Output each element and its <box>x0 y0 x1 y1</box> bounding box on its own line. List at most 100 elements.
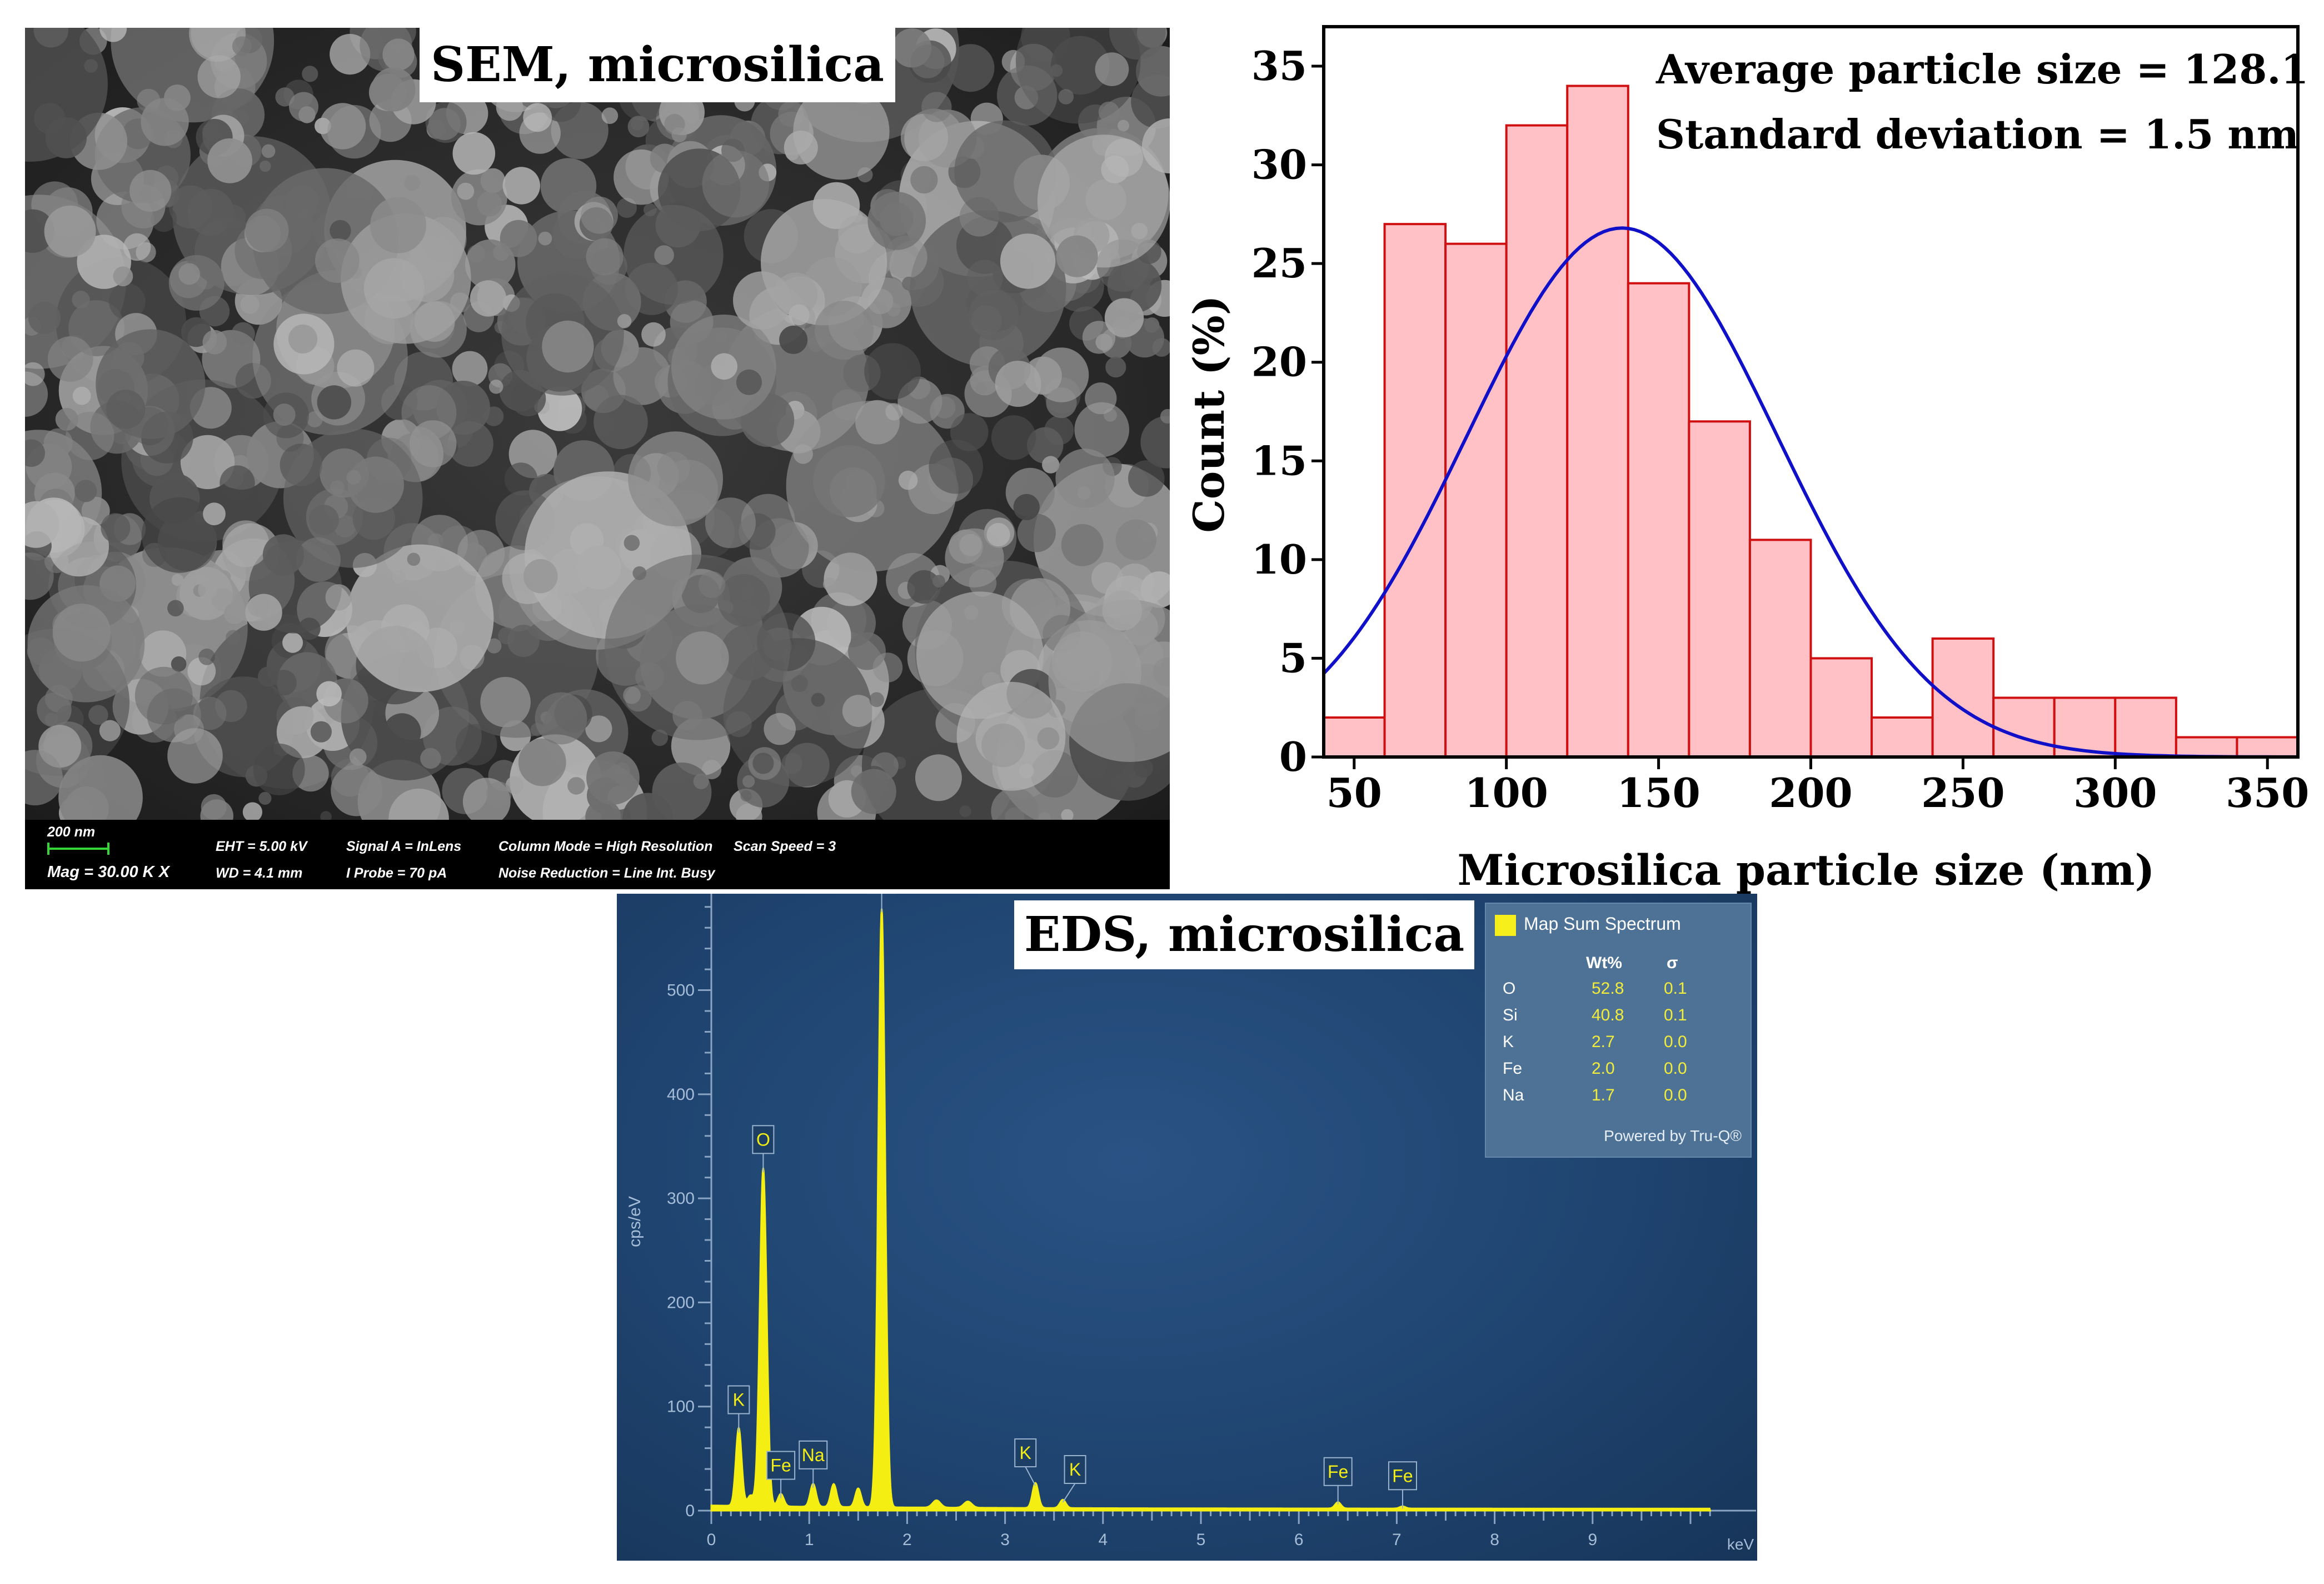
particle-blob <box>223 602 246 625</box>
particle-blob <box>864 343 921 400</box>
particle-blob <box>383 713 421 751</box>
particle-blob <box>245 208 289 252</box>
particle-blob <box>74 480 97 502</box>
particle-blob <box>245 594 282 631</box>
particle-blob <box>171 574 184 586</box>
particle-blob <box>58 755 143 820</box>
particle-blob <box>763 631 792 661</box>
particle-blob <box>325 584 352 611</box>
peak-label-box <box>752 1125 775 1154</box>
particle-blob <box>189 28 246 62</box>
histogram-bar <box>1688 420 1751 758</box>
particle-blob <box>289 92 318 122</box>
x-tick-label: 50 <box>1326 769 1382 816</box>
particle-blob <box>261 144 276 158</box>
weight-percent: 1.7 <box>1592 1086 1615 1104</box>
particle-blob <box>302 66 318 82</box>
sem-panel: SEM, microsilica 200 nm Mag = 30.00 K X … <box>25 28 1170 889</box>
normal-fit-curve <box>1322 226 2298 759</box>
particle-blob <box>991 788 1039 820</box>
sem-label: SEM, microsilica <box>420 28 895 102</box>
particle-blob <box>178 263 200 285</box>
particle-blob <box>698 571 725 598</box>
peak-label-box <box>1323 1457 1353 1486</box>
particle-blob <box>885 403 903 421</box>
particle-blob <box>502 167 540 205</box>
sigma-value: 0.1 <box>1664 1006 1687 1024</box>
particle-blob <box>262 534 305 576</box>
particle-blob <box>275 87 295 107</box>
element-symbol: Fe <box>1503 1059 1523 1078</box>
particle-blob <box>929 439 983 494</box>
particle-blob <box>207 138 252 183</box>
average-size-annotation: Average particle size = 128.1 nm <box>1655 46 2324 93</box>
particle-blob <box>902 276 916 291</box>
histogram-bar <box>1931 637 1995 759</box>
particle-blob <box>869 692 884 708</box>
particle-blob <box>258 791 272 805</box>
particle-blob <box>174 714 204 745</box>
eds-x-tick-label: 8 <box>1490 1531 1499 1549</box>
particle-blob <box>263 392 309 439</box>
peak-label-box <box>766 1451 796 1480</box>
particle-blob <box>956 681 1066 791</box>
particle-blob <box>197 55 241 98</box>
particle-blob <box>995 361 1041 407</box>
eds-x-tick-label: 2 <box>902 1531 912 1549</box>
histogram-bar <box>2175 736 2238 758</box>
eds-y-tick-label: 300 <box>667 1189 695 1208</box>
histogram-bar <box>1992 696 2056 759</box>
particle-blob <box>617 314 632 328</box>
particle-blob <box>581 196 618 234</box>
particle-blob <box>198 580 217 600</box>
scale-bar <box>47 843 109 855</box>
eds-x-tick-label: 1 <box>805 1531 814 1549</box>
scale-bar-label: 200 nm <box>47 824 96 840</box>
particle-blob <box>96 329 206 439</box>
particle-blob <box>198 648 216 665</box>
x-tick-label: 250 <box>1921 769 2004 816</box>
peak-leader-line <box>1062 1483 1076 1503</box>
histogram-bar <box>2114 696 2177 759</box>
particle-blob <box>337 349 375 387</box>
particle-blob <box>271 670 297 696</box>
particle-blob <box>25 439 45 467</box>
particle-blob <box>842 695 875 727</box>
eds-y-tick-label: 400 <box>667 1085 695 1104</box>
particle-blob <box>1056 235 1098 277</box>
particle-blob <box>296 537 341 582</box>
particle-blob <box>1160 409 1170 424</box>
particle-blob <box>141 497 217 573</box>
particle-blob <box>523 103 552 132</box>
particle-blob <box>594 395 648 450</box>
wd-value: WD = 4.1 mm <box>216 865 303 881</box>
sigma-value: 0.0 <box>1664 1033 1687 1051</box>
particle-blob <box>779 325 808 354</box>
scan-speed: Scan Speed = 3 <box>734 839 836 854</box>
y-tick-label: 10 <box>1251 536 1307 583</box>
histogram-bar <box>1505 124 1569 758</box>
histogram-bars <box>1323 84 2299 759</box>
particle-blob <box>108 283 146 320</box>
particle-blob <box>613 347 671 405</box>
particle-blob <box>711 353 737 380</box>
std-deviation-annotation: Standard deviation = 1.5 nm <box>1656 111 2299 158</box>
particle-blob <box>222 520 270 567</box>
y-tick-label: 5 <box>1279 634 1307 681</box>
particle-blob <box>129 170 172 212</box>
particle-blob <box>932 575 945 588</box>
particle-blob <box>986 522 1010 547</box>
particle-blob <box>1082 321 1116 354</box>
particle-blob <box>28 302 61 335</box>
x-tick-label: 150 <box>1617 769 1700 816</box>
element-symbol: Si <box>1503 1006 1518 1024</box>
eds-x-axis-label: keV <box>1727 1536 1754 1553</box>
particle-blob <box>141 98 189 146</box>
x-axis-label: Microsilica particle size (nm) <box>1458 845 2155 895</box>
histogram-bar <box>1809 657 1873 758</box>
particle-blob <box>371 67 416 112</box>
particle-blob <box>409 420 457 467</box>
particle-blob <box>1058 89 1074 104</box>
particle-blob <box>220 204 246 230</box>
particle-blob <box>455 724 497 766</box>
